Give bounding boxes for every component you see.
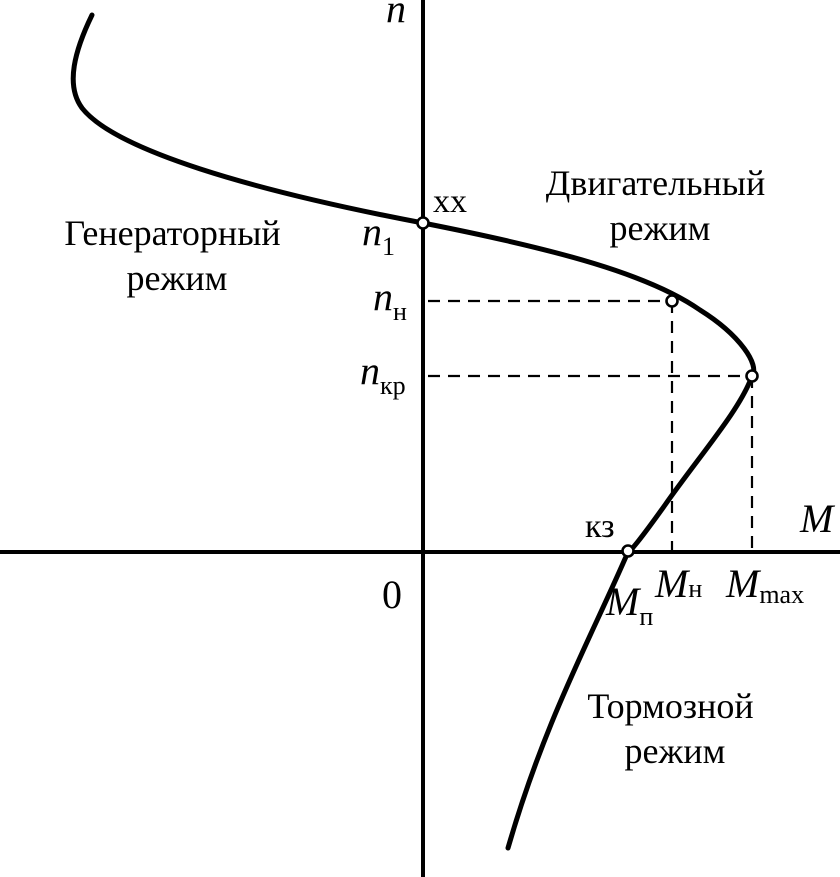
idle-point-label: хх (433, 183, 467, 220)
torque-mp-label: Mп (605, 579, 653, 631)
generator-region-line-1: Генераторный (64, 213, 280, 253)
point-idle (416, 216, 430, 230)
dashed-guides (428, 299, 754, 552)
generator-region-line-2: режим (127, 258, 228, 298)
origin-label: 0 (382, 572, 402, 617)
curve-points (416, 216, 759, 558)
torque-mmax-label: Mmax (725, 561, 804, 609)
torque-axis-label: M (799, 496, 836, 541)
brake-region-label: Тормозной режим (587, 686, 762, 771)
point-short-circuit (621, 544, 635, 558)
motor-region-line-1: Двигательный (546, 163, 765, 203)
speed-axis-label: n (386, 0, 406, 31)
motor-region-line-2: режим (610, 208, 711, 248)
speed-nkr-label: nкр (360, 348, 406, 400)
motor-region-label: Двигательный режим (546, 163, 774, 248)
point-rated (665, 294, 679, 308)
brake-region-line-1: Тормозной (587, 686, 753, 726)
speed-n1-label: n1 (362, 209, 395, 261)
speed-nn-label: nн (373, 274, 407, 326)
short-circuit-point-label: кз (585, 508, 615, 545)
brake-region-line-2: режим (625, 731, 726, 771)
point-critical (745, 369, 759, 383)
generator-region-label: Генераторный режим (64, 213, 289, 298)
torque-mn-label: Mн (654, 561, 702, 606)
